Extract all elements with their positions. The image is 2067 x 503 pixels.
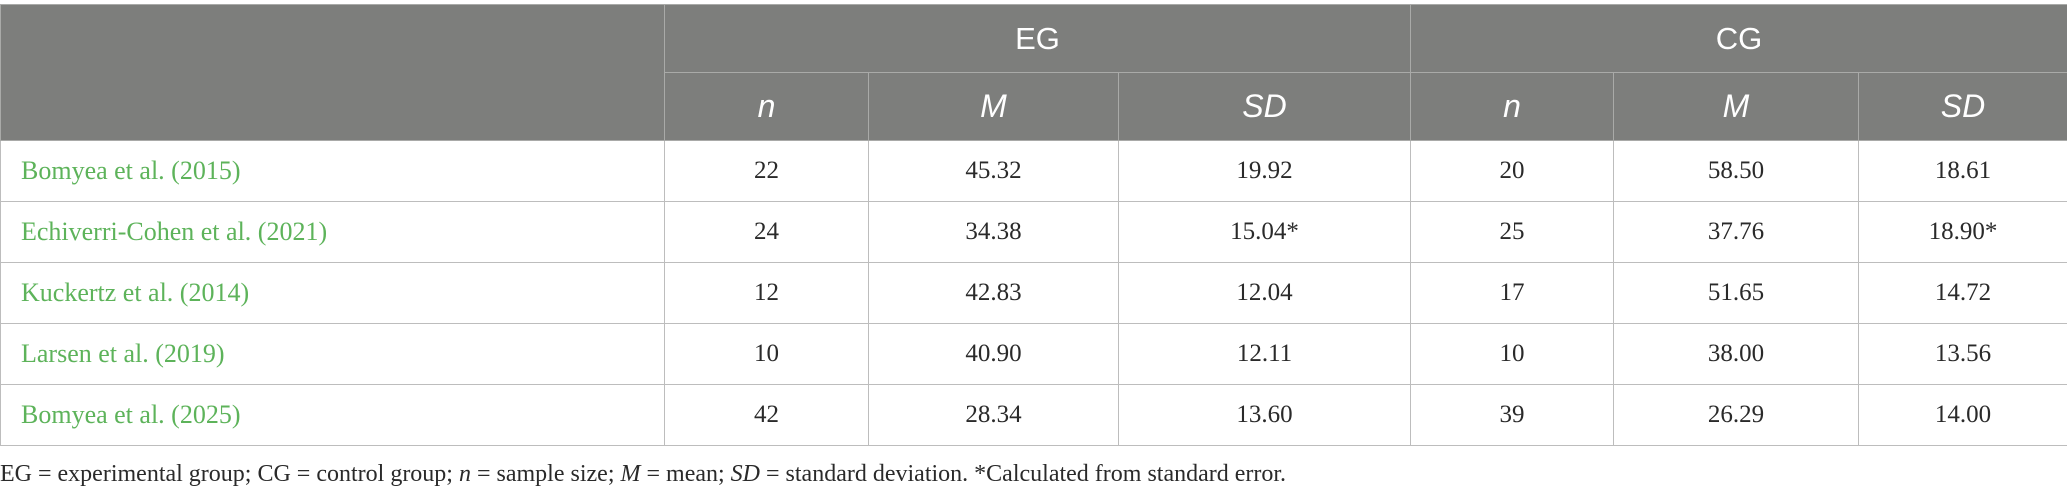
header-column-row: n M SD n M SD [1, 72, 2067, 141]
header-eg-n: n [664, 72, 869, 141]
eg-sd-cell: 12.04 [1118, 262, 1411, 324]
eg-n-cell: 42 [664, 384, 869, 446]
cg-m-cell: 38.00 [1613, 323, 1859, 385]
eg-sd-cell: 12.11 [1118, 323, 1411, 385]
study-link[interactable]: Echiverri-Cohen et al. (2021) [0, 201, 665, 263]
table-row: Bomyea et al. (2015) 22 45.32 19.92 20 5… [0, 140, 2067, 202]
eg-m-cell: 40.90 [868, 323, 1119, 385]
table-row: Bomyea et al. (2025) 42 28.34 13.60 39 2… [0, 384, 2067, 446]
header-group-cg: CG [1409, 4, 2067, 73]
study-link[interactable]: Bomyea et al. (2015) [0, 140, 665, 202]
results-table: EG CG n M SD n M SD Bomyea et al. (2015)… [0, 4, 2067, 446]
table-header: EG CG n M SD n M SD [0, 4, 2067, 141]
header-cg-m: M [1613, 72, 1859, 141]
eg-sd-cell: 13.60 [1118, 384, 1411, 446]
cg-m-cell: 51.65 [1613, 262, 1859, 324]
cg-n-cell: 25 [1410, 201, 1614, 263]
header-group-row: EG CG [0, 4, 2067, 141]
cg-n-cell: 20 [1410, 140, 1614, 202]
eg-m-cell: 28.34 [868, 384, 1119, 446]
footnote-m-symbol: M [620, 461, 641, 487]
header-cg-n: n [1410, 72, 1614, 141]
eg-m-cell: 42.83 [868, 262, 1119, 324]
cg-sd-cell: 13.56 [1857, 323, 2067, 385]
footnote-text-1: EG = experimental group; CG = control gr… [0, 461, 459, 487]
study-link[interactable]: Bomyea et al. (2025) [0, 384, 665, 446]
cg-n-cell: 10 [1410, 323, 1614, 385]
eg-n-cell: 10 [664, 323, 869, 385]
footnote-sd-symbol: SD [730, 461, 761, 487]
table-container: EG CG n M SD n M SD Bomyea et al. (2015)… [0, 4, 2067, 446]
table-row: Kuckertz et al. (2014) 12 42.83 12.04 17… [0, 262, 2067, 324]
eg-m-cell: 34.38 [868, 201, 1119, 263]
header-eg-sd: SD [1118, 72, 1411, 141]
table-body: Bomyea et al. (2015) 22 45.32 19.92 20 5… [0, 140, 2067, 446]
eg-n-cell: 22 [664, 140, 869, 202]
study-link[interactable]: Kuckertz et al. (2014) [0, 262, 665, 324]
eg-n-cell: 24 [664, 201, 869, 263]
header-study-cell [0, 4, 665, 141]
cg-m-cell: 26.29 [1613, 384, 1859, 446]
table-footnote: EG = experimental group; CG = control gr… [0, 461, 1286, 488]
header-eg-m: M [868, 72, 1119, 141]
cg-n-cell: 17 [1410, 262, 1614, 324]
eg-m-cell: 45.32 [868, 140, 1119, 202]
eg-sd-cell: 19.92 [1118, 140, 1411, 202]
cg-n-cell: 39 [1410, 384, 1614, 446]
header-group-eg: EG [664, 4, 1411, 73]
footnote-text-2: = sample size; [470, 461, 621, 487]
header-cg-sd: SD [1857, 72, 2067, 141]
footnote-n-symbol: n [458, 461, 471, 487]
cg-sd-cell: 14.00 [1857, 384, 2067, 446]
footnote-text-3: = mean; [640, 461, 731, 487]
study-link[interactable]: Larsen et al. (2019) [0, 323, 665, 385]
cg-m-cell: 58.50 [1613, 140, 1859, 202]
cg-sd-cell: 14.72 [1857, 262, 2067, 324]
table-row: Echiverri-Cohen et al. (2021) 24 34.38 1… [0, 201, 2067, 263]
cg-sd-cell: 18.61 [1857, 140, 2067, 202]
eg-n-cell: 12 [664, 262, 869, 324]
footnote-text-4: = standard deviation. *Calculated from s… [760, 461, 1287, 487]
cg-m-cell: 37.76 [1613, 201, 1859, 263]
table-row: Larsen et al. (2019) 10 40.90 12.11 10 3… [0, 323, 2067, 385]
eg-sd-cell: 15.04* [1118, 201, 1411, 263]
cg-sd-cell: 18.90* [1857, 201, 2067, 263]
